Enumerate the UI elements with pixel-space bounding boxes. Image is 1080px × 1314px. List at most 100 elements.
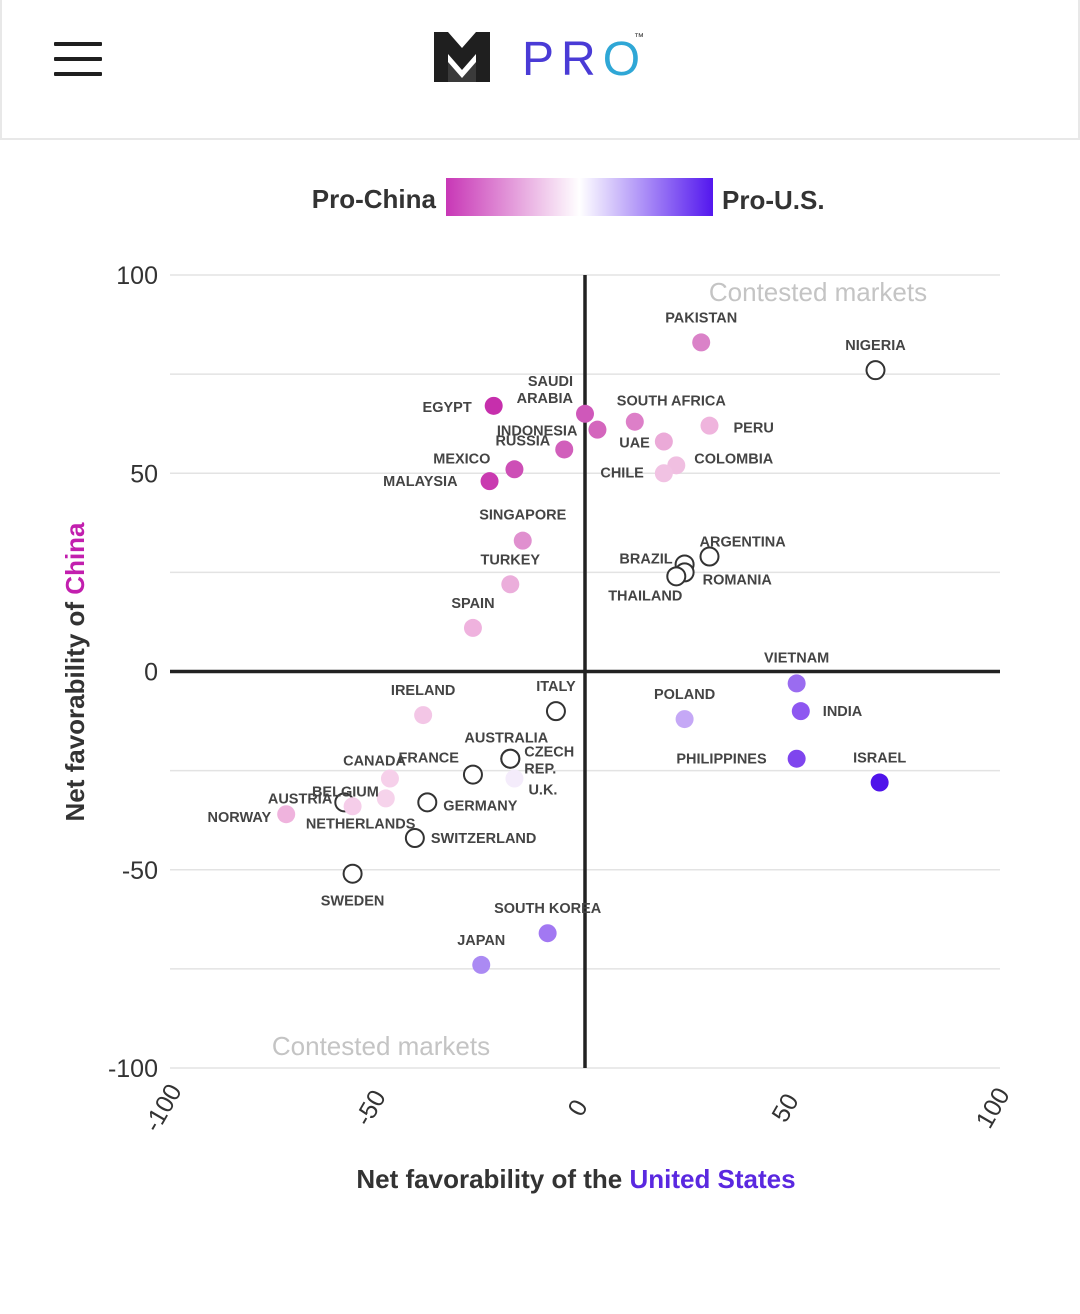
data-point (472, 955, 491, 974)
data-point (555, 440, 574, 459)
data-point (870, 773, 889, 792)
y-axis-title: Net favorability of China (60, 522, 90, 822)
y-tick-label: 0 (144, 659, 158, 687)
data-point (414, 706, 433, 725)
point-label: INDIA (823, 704, 863, 720)
point-label: BELGIUM (312, 784, 379, 800)
point-label: EGYPT (423, 400, 472, 416)
annotation-contested-bottom: Contested markets (272, 1031, 490, 1061)
logo-trademark: ™ (634, 32, 644, 43)
legend-gradient-bar (446, 178, 713, 216)
point-label: U.K. (528, 783, 557, 799)
data-point (699, 546, 720, 567)
m-chevron-logo-icon (434, 32, 490, 82)
point-label: AUSTRIA (268, 791, 333, 807)
point-label: ROMANIA (703, 572, 773, 588)
data-point (692, 333, 711, 352)
data-point (588, 420, 607, 439)
data-point (666, 566, 687, 587)
data-point (376, 789, 395, 808)
x-tick-label: -100 (138, 1079, 187, 1136)
data-point (462, 764, 483, 785)
data-point (404, 828, 425, 849)
data-point (480, 472, 499, 491)
point-label: RUSSIA (495, 433, 550, 449)
data-point (417, 792, 438, 813)
data-point (675, 710, 694, 729)
point-label-line2: ARABIA (517, 391, 574, 407)
point-label: GERMANY (443, 798, 517, 814)
point-label: INDONESIA (497, 424, 578, 440)
x-tick-label: 0 (562, 1095, 593, 1121)
point-label: AUSTRALIA (464, 731, 548, 747)
point-label: CHILE (600, 465, 644, 481)
point-label: VIETNAM (764, 650, 829, 666)
point-label-line2: REP. (524, 762, 556, 778)
x-axis-title-prefix: Net favorability of the (356, 1164, 629, 1194)
data-point (500, 748, 521, 769)
point-label: ARGENTINA (700, 535, 787, 551)
point-label: SAUDI (528, 374, 573, 390)
point-label: PHILIPPINES (676, 752, 767, 768)
data-point (538, 924, 557, 943)
data-points (277, 333, 889, 974)
logo-text-accent: O (602, 33, 648, 86)
data-point (625, 412, 644, 431)
y-tick-label: 50 (130, 460, 158, 488)
data-point (380, 769, 399, 788)
data-point (484, 396, 503, 415)
point-label: SINGAPORE (479, 508, 566, 524)
annotation-contested-top: Contested markets (709, 277, 927, 307)
data-point (463, 618, 482, 637)
data-point (501, 575, 520, 594)
y-tick-label: -100 (108, 1055, 158, 1083)
axes (170, 275, 1000, 1068)
data-point (787, 674, 806, 693)
data-point (700, 416, 719, 435)
x-axis-title-highlight: United States (629, 1164, 795, 1194)
point-label: MALAYSIA (383, 474, 458, 490)
point-label: FRANCE (399, 751, 460, 767)
point-label: SOUTH KOREA (494, 901, 602, 917)
data-point (576, 404, 594, 423)
logo-text-main: PR (522, 33, 603, 86)
data-point (654, 464, 673, 483)
legend-right-label: Pro-U.S. (722, 185, 825, 215)
y-tick-labels: 100 50 0 -50 -100 (108, 262, 158, 1083)
point-label: BRAZIL (619, 551, 672, 567)
point-label: CZECH (524, 745, 574, 761)
scatter-chart: Pro-China Pro-U.S. 100 50 0 -50 -100 -100 -50… (60, 178, 1016, 1194)
point-label: NORWAY (208, 810, 272, 826)
x-tick-label: 50 (766, 1089, 804, 1127)
point-label: POLAND (654, 687, 715, 703)
data-point (505, 460, 524, 479)
data-point (787, 749, 806, 768)
x-tick-label: 100 (971, 1083, 1016, 1133)
point-label: JAPAN (457, 933, 505, 949)
point-label: PAKISTAN (665, 310, 737, 326)
data-point (654, 432, 673, 451)
top-bar: PRO ™ (0, 0, 1080, 140)
logo[interactable]: PRO ™ (434, 30, 664, 90)
data-point (505, 769, 524, 788)
point-label: UAE (619, 436, 650, 452)
point-label: SWEDEN (321, 894, 385, 910)
point-label: THAILAND (608, 588, 682, 604)
point-label: SOUTH AFRICA (617, 394, 727, 410)
data-point (865, 360, 886, 381)
y-axis-title-prefix: Net favorability of (60, 595, 90, 822)
point-label: NIGERIA (845, 338, 906, 354)
point-label: PERU (734, 421, 774, 437)
y-axis-title-highlight: China (60, 522, 90, 595)
point-label: CANADA (343, 754, 406, 770)
hamburger-menu-icon[interactable] (54, 42, 102, 76)
point-label: ISRAEL (853, 751, 906, 767)
point-label: TURKEY (480, 552, 540, 568)
data-point (545, 701, 566, 722)
x-tick-labels: -100 -50 0 50 100 (138, 1079, 1015, 1136)
point-label: ITALY (536, 679, 576, 695)
logo-text: PRO (522, 32, 647, 88)
point-label: SPAIN (451, 596, 494, 612)
point-label: SWITZERLAND (431, 831, 537, 847)
